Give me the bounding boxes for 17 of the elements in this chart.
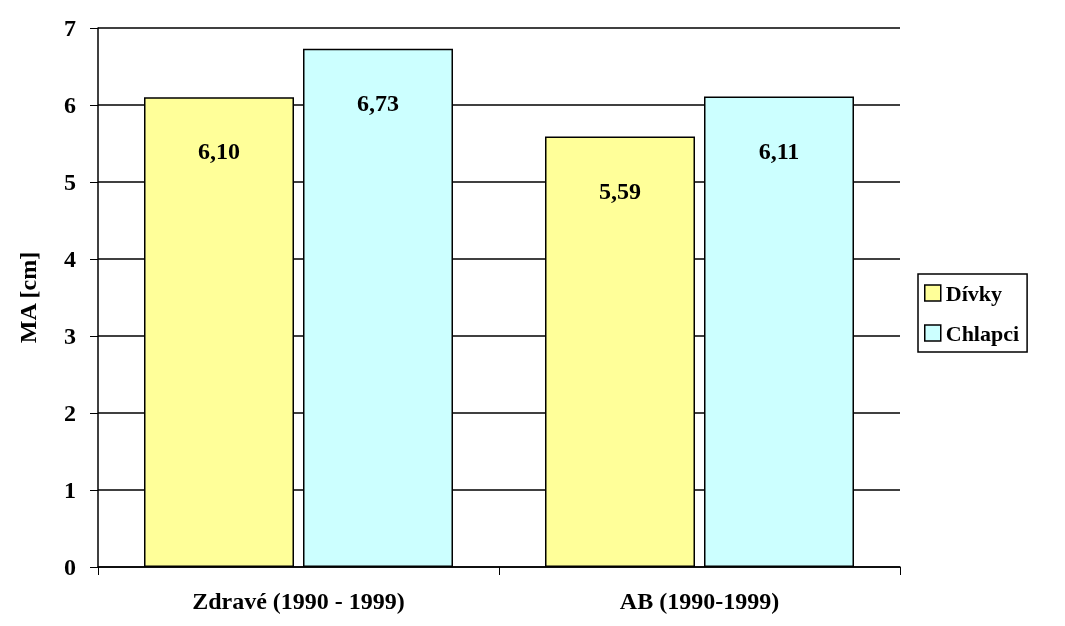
- data-label: 6,73: [357, 89, 399, 116]
- y-tick-label: 0: [64, 554, 76, 580]
- y-tick-label: 3: [64, 323, 76, 349]
- y-tick-label: 5: [64, 169, 76, 195]
- data-label: 6,10: [198, 138, 240, 165]
- y-axis-title: MA [cm]: [15, 251, 41, 344]
- legend-label: Dívky: [945, 280, 1002, 306]
- data-label: 6,11: [758, 137, 800, 164]
- y-tick-label: 2: [64, 400, 76, 426]
- legend-label: Chlapci: [945, 320, 1020, 346]
- y-tick-label: 4: [64, 246, 76, 272]
- data-label: 5,59: [599, 177, 641, 204]
- y-tick-label: 7: [64, 15, 76, 41]
- y-tick-label: 6: [64, 92, 76, 118]
- x-tick-label: Zdravé (1990 - 1999): [192, 588, 405, 614]
- y-tick-label: 1: [64, 477, 76, 503]
- x-tick-label: AB (1990-1999): [619, 588, 780, 614]
